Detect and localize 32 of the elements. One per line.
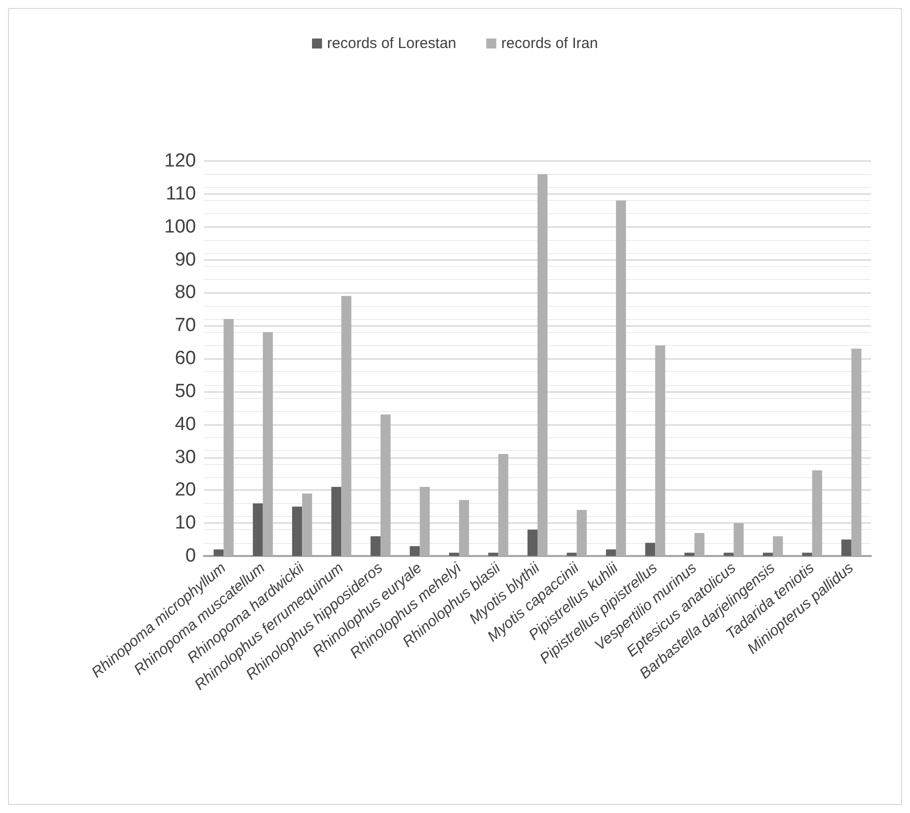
- y-tick-label: 0: [185, 546, 196, 566]
- bar: [214, 549, 224, 556]
- y-tick-label: 60: [174, 348, 196, 369]
- bar: [292, 506, 302, 556]
- bar: [606, 549, 616, 556]
- y-tick-label: 50: [174, 380, 196, 402]
- y-tick-label: 90: [174, 249, 196, 270]
- legend-label: records of Lorestan: [327, 35, 456, 52]
- bar: [410, 546, 420, 556]
- y-tick-label: 20: [174, 480, 196, 501]
- y-tick-label: 70: [174, 315, 196, 336]
- y-tick-label: 10: [174, 512, 196, 534]
- bar: [370, 536, 381, 556]
- bar: [802, 552, 812, 556]
- y-tick-label: 80: [174, 282, 196, 304]
- y-tick-label: 30: [174, 446, 196, 468]
- legend-label: records of Iran: [501, 35, 598, 52]
- y-tick-label: 100: [164, 216, 196, 238]
- bar: [566, 552, 577, 556]
- bar: [645, 542, 656, 556]
- y-tick-label: 40: [174, 414, 196, 435]
- bar: [449, 552, 460, 556]
- y-tick-label: 110: [166, 183, 196, 204]
- bar: [684, 552, 694, 556]
- bar: [528, 530, 538, 556]
- bar: [252, 503, 263, 556]
- bar: [724, 552, 734, 556]
- bar: [331, 486, 342, 556]
- bar: [841, 540, 852, 556]
- y-tick-label: 120: [164, 150, 196, 172]
- bar: [488, 552, 498, 556]
- bar: [762, 552, 773, 556]
